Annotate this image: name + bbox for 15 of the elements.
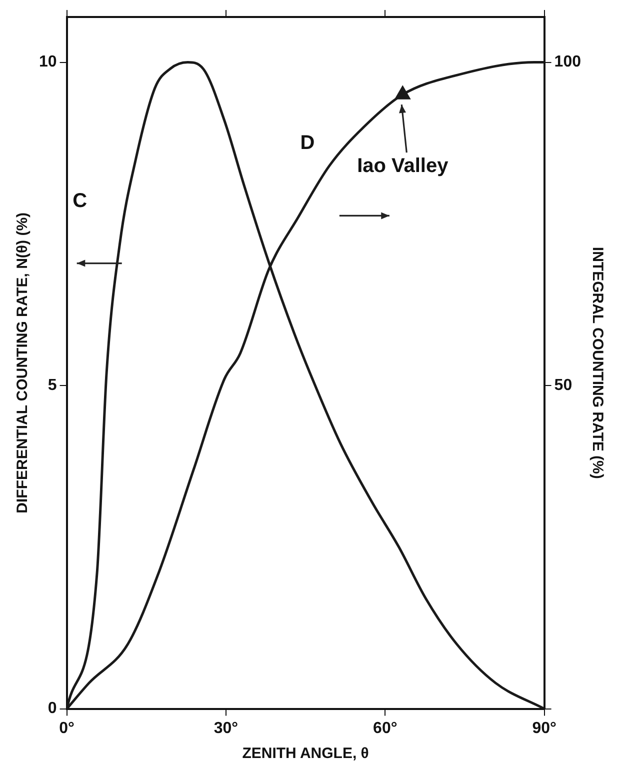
series-label: C <box>72 190 88 212</box>
y-axis-title: DIFFERENTIAL COUNTING RATE, N(θ) (%) <box>14 212 32 514</box>
x-tick-label: 0° <box>59 720 74 737</box>
y-tick-label: 10 <box>39 54 57 71</box>
y2-tick-label: 50 <box>554 376 572 394</box>
y2-axis-title: INTEGRAL COUNTING RATE (%) <box>588 246 606 479</box>
x-tick-label: 30° <box>214 720 238 737</box>
x-axis-title: ZENITH ANGLE, θ <box>242 745 369 762</box>
series-label: D <box>300 132 315 154</box>
y-tick-label: 5 <box>48 376 57 394</box>
x-tick-label: 60° <box>373 720 398 737</box>
y-tick-label: 0 <box>48 700 57 718</box>
text: Iao Valley <box>357 155 450 178</box>
y2-tick-label: 100 <box>554 54 582 71</box>
x-tick-label: 90° <box>532 720 556 737</box>
